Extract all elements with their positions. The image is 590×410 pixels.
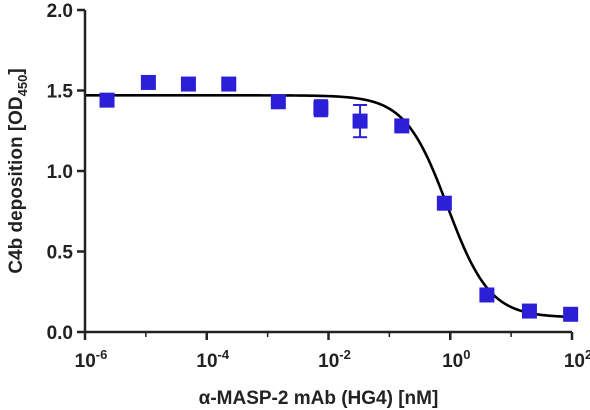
data-point bbox=[394, 118, 410, 134]
y-tick-label: 1.5 bbox=[47, 82, 74, 103]
axis-ticks bbox=[77, 8, 574, 340]
x-tick-label: 10-4 bbox=[196, 347, 229, 372]
y-tick-label: 0.0 bbox=[47, 323, 73, 344]
data-point bbox=[99, 92, 115, 108]
x-tick-label: 100 bbox=[442, 347, 470, 372]
data-point bbox=[352, 113, 368, 129]
data-point bbox=[436, 195, 452, 211]
x-tick-label: 10-6 bbox=[75, 347, 108, 372]
data-point bbox=[521, 303, 537, 319]
data-point bbox=[563, 306, 579, 322]
data-point bbox=[479, 287, 495, 303]
y-axis-title-subscript: 450 bbox=[15, 75, 30, 97]
y-tick-label: 2.0 bbox=[47, 1, 73, 22]
data-point bbox=[270, 94, 286, 110]
tick-labels: 0.0 0.5 1.0 1.5 2.0 10-6 10-4 10-2 100 102 bbox=[47, 1, 590, 372]
y-tick-label: 1.0 bbox=[47, 162, 73, 183]
y-axis-title-end: ] bbox=[6, 68, 27, 74]
data-point bbox=[221, 76, 237, 92]
data-point bbox=[313, 100, 329, 116]
y-axis-title-main: C4b deposition [OD bbox=[6, 96, 27, 273]
data-point bbox=[140, 74, 156, 90]
fit-curve bbox=[85, 94, 573, 319]
x-tick-label: 102 bbox=[564, 347, 590, 372]
data-point bbox=[180, 76, 196, 92]
x-tick-label: 10-2 bbox=[318, 347, 351, 372]
data-points bbox=[99, 74, 579, 322]
y-axis-title: C4b deposition [OD450] bbox=[6, 68, 30, 273]
x-axis-title: α-MASP-2 mAb (HG4) [nM] bbox=[199, 388, 439, 409]
y-tick-label: 0.5 bbox=[47, 243, 74, 264]
